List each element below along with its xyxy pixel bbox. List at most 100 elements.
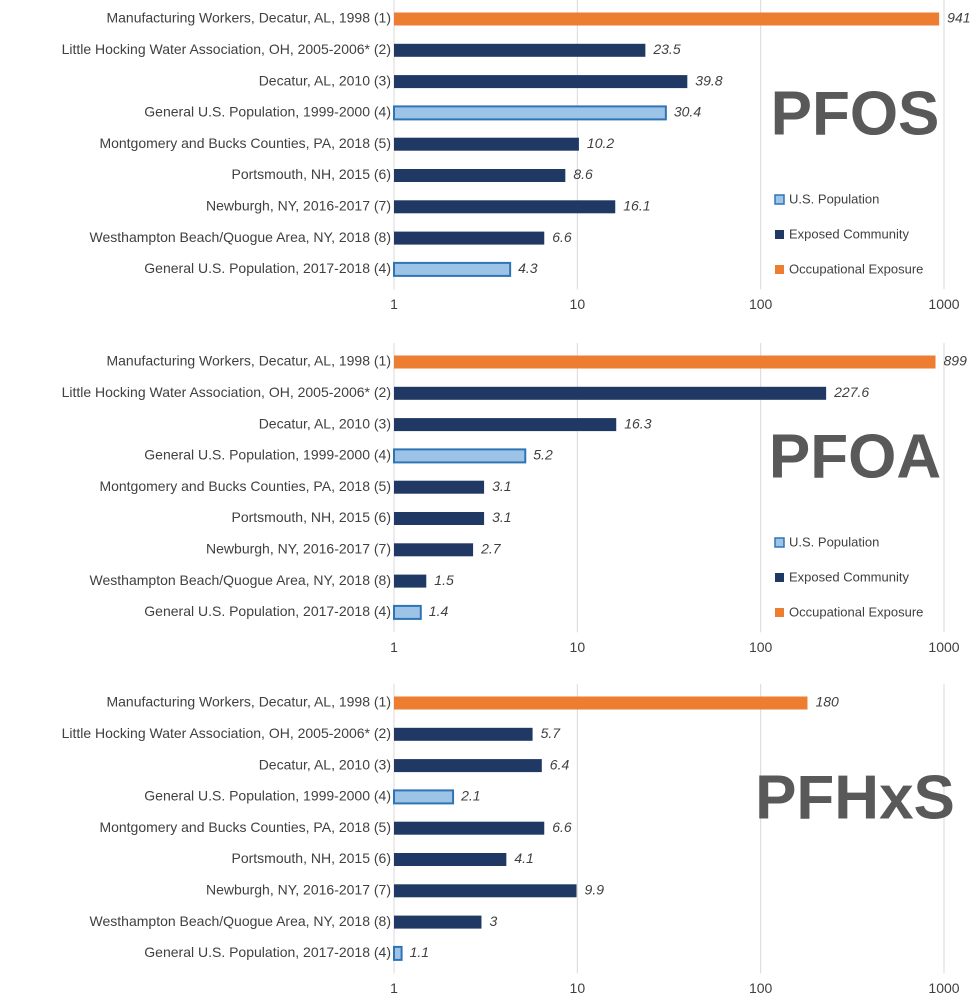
bar [394, 853, 507, 866]
y-tick-label: Portsmouth, NH, 2015 (6) [231, 850, 391, 866]
x-tick-label: 1000 [928, 296, 959, 312]
y-tick-label: Westhampton Beach/Quogue Area, NY, 2018 … [90, 572, 391, 588]
y-tick-label: Manufacturing Workers, Decatur, AL, 1998… [106, 353, 391, 369]
data-label: 899 [944, 353, 968, 369]
legend-background [768, 523, 938, 623]
bar [394, 12, 940, 26]
data-label: 6.6 [552, 819, 572, 835]
data-label: 6.6 [552, 229, 572, 245]
legend-label: Occupational Exposure [789, 604, 923, 619]
bar [394, 169, 566, 182]
data-label: 2.1 [460, 788, 480, 804]
y-tick-label: Montgomery and Bucks Counties, PA, 2018 … [99, 478, 391, 494]
y-tick-label: Portsmouth, NH, 2015 (6) [231, 166, 391, 182]
y-tick-label: Newburgh, NY, 2016-2017 (7) [206, 541, 391, 557]
bar [394, 696, 808, 710]
chart: 1 10 100 1000 PFOS U.S. Population Exposed Com… [62, 0, 971, 312]
y-tick-label: Decatur, AL, 2010 (3) [259, 756, 391, 772]
bar [394, 200, 616, 214]
bar [393, 105, 667, 121]
x-tick-label: 1000 [928, 639, 959, 655]
bar [393, 448, 527, 464]
legend-swatch [775, 230, 784, 239]
legend-label: Exposed Community [789, 226, 909, 241]
data-label: 8.6 [573, 166, 593, 182]
data-label: 2.7 [480, 541, 502, 557]
x-tick-label: 1 [390, 980, 398, 996]
data-label: 6.4 [550, 756, 570, 772]
data-label: 1.1 [410, 944, 429, 960]
y-tick-label: Decatur, AL, 2010 (3) [259, 72, 391, 88]
x-tick-label: 1 [390, 296, 398, 312]
data-label: 5.7 [541, 725, 562, 741]
x-tick-label: 1000 [928, 980, 959, 996]
data-label: 4.1 [514, 850, 533, 866]
legend-swatch [774, 537, 785, 548]
data-label: 39.8 [695, 72, 722, 88]
y-tick-label: Portsmouth, NH, 2015 (6) [231, 509, 391, 525]
bar [394, 512, 485, 525]
y-tick-label: Montgomery and Bucks Counties, PA, 2018 … [99, 135, 391, 151]
bar [393, 604, 422, 620]
y-tick-label: General U.S. Population, 1999-2000 (4) [144, 447, 391, 463]
legend-swatch [775, 265, 784, 274]
bar [393, 945, 403, 961]
legend-swatch [774, 194, 785, 205]
legend-label: U.S. Population [789, 534, 879, 549]
x-tick-label: 100 [749, 296, 773, 312]
bar [394, 137, 579, 151]
bar [394, 355, 936, 369]
bar [393, 261, 512, 277]
x-tick-label: 100 [749, 980, 773, 996]
data-label: 3.1 [492, 509, 511, 525]
legend-label: Exposed Community [789, 569, 909, 584]
x-tick-label: 10 [570, 296, 586, 312]
y-tick-label: Montgomery and Bucks Counties, PA, 2018 … [99, 819, 391, 835]
chart-title: PFOA [769, 422, 941, 491]
y-tick-label: Little Hocking Water Association, OH, 20… [62, 725, 391, 741]
data-label: 10.2 [587, 135, 614, 151]
y-tick-label: Westhampton Beach/Quogue Area, NY, 2018 … [90, 229, 391, 245]
y-tick-label: Little Hocking Water Association, OH, 20… [62, 384, 391, 400]
x-tick-label: 100 [749, 639, 773, 655]
data-label: 5.2 [533, 447, 553, 463]
y-tick-label: General U.S. Population, 1999-2000 (4) [144, 788, 391, 804]
data-label: 9.9 [585, 882, 605, 898]
bar [393, 789, 455, 805]
chart-title: PFOS [771, 79, 940, 148]
bar [394, 884, 577, 898]
y-tick-label: General U.S. Population, 2017-2018 (4) [144, 603, 391, 619]
legend-swatch [775, 573, 784, 582]
bar [394, 386, 827, 400]
data-label: 23.5 [652, 41, 680, 57]
y-tick-label: Westhampton Beach/Quogue Area, NY, 2018 … [90, 913, 391, 929]
chart: 1 10 100 1000 PFHxS Manufacturing Workers, De… [62, 684, 960, 996]
chart: 1 10 100 1000 PFOA U.S. Population Exposed Com… [62, 343, 968, 655]
bar [394, 821, 545, 835]
bar [394, 43, 646, 57]
data-label: 3 [489, 913, 497, 929]
bar [394, 480, 485, 494]
y-tick-label: Manufacturing Workers, Decatur, AL, 1998… [106, 10, 391, 26]
legend-label: U.S. Population [789, 191, 879, 206]
bar [394, 231, 545, 245]
y-tick-label: Newburgh, NY, 2016-2017 (7) [206, 198, 391, 214]
chart-title: PFHxS [755, 763, 955, 832]
data-label: 4.3 [518, 260, 538, 276]
y-tick-label: General U.S. Population, 2017-2018 (4) [144, 260, 391, 276]
y-tick-label: Little Hocking Water Association, OH, 20… [62, 41, 391, 57]
x-tick-label: 1 [390, 639, 398, 655]
x-tick-label: 10 [570, 980, 586, 996]
data-label: 16.3 [624, 415, 651, 431]
y-tick-label: Decatur, AL, 2010 (3) [259, 415, 391, 431]
bar [394, 418, 617, 432]
y-tick-label: General U.S. Population, 1999-2000 (4) [144, 104, 391, 120]
bar [394, 759, 542, 773]
data-label: 1.5 [434, 572, 454, 588]
bar [394, 75, 688, 89]
legend-label: Occupational Exposure [789, 261, 923, 276]
data-label: 180 [815, 694, 839, 710]
data-label: 941 [947, 10, 970, 26]
legend-background [768, 180, 938, 280]
